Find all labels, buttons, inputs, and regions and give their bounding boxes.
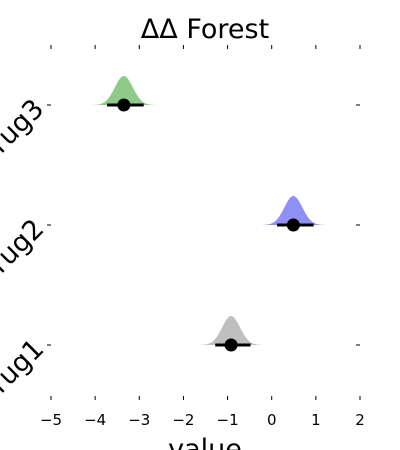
mean-point-drug3 — [117, 98, 131, 112]
y-tick-label: Drug3 — [0, 93, 50, 174]
x-axis-label: value — [168, 434, 242, 450]
ci-lines — [107, 103, 314, 347]
x-tick-label: −5 — [40, 411, 62, 429]
chart-title: ΔΔ Forest — [141, 14, 269, 45]
x-tick-label: −2 — [172, 411, 194, 429]
distribution-drug2 — [261, 196, 326, 225]
x-tick-label: 0 — [267, 411, 277, 429]
mean-points — [117, 98, 300, 352]
tick-labels: −5 −4 −3 −2 −1 0 1 2 Drug1 Drug2 Drug3 — [0, 93, 365, 429]
axis-ticks — [47, 45, 361, 400]
distribution-drug1 — [199, 316, 264, 345]
x-tick-label: −4 — [84, 411, 106, 429]
x-tick-label: 2 — [355, 411, 365, 429]
mean-point-drug2 — [286, 218, 300, 232]
mean-point-drug1 — [224, 338, 238, 352]
y-tick-label: Drug2 — [0, 213, 50, 294]
x-tick-label: −3 — [128, 411, 150, 429]
distribution-drug3 — [91, 76, 156, 105]
distributions — [91, 76, 326, 345]
y-tick-label: Drug1 — [0, 333, 50, 414]
x-tick-label: 1 — [311, 411, 321, 429]
x-tick-label: −1 — [217, 411, 239, 429]
